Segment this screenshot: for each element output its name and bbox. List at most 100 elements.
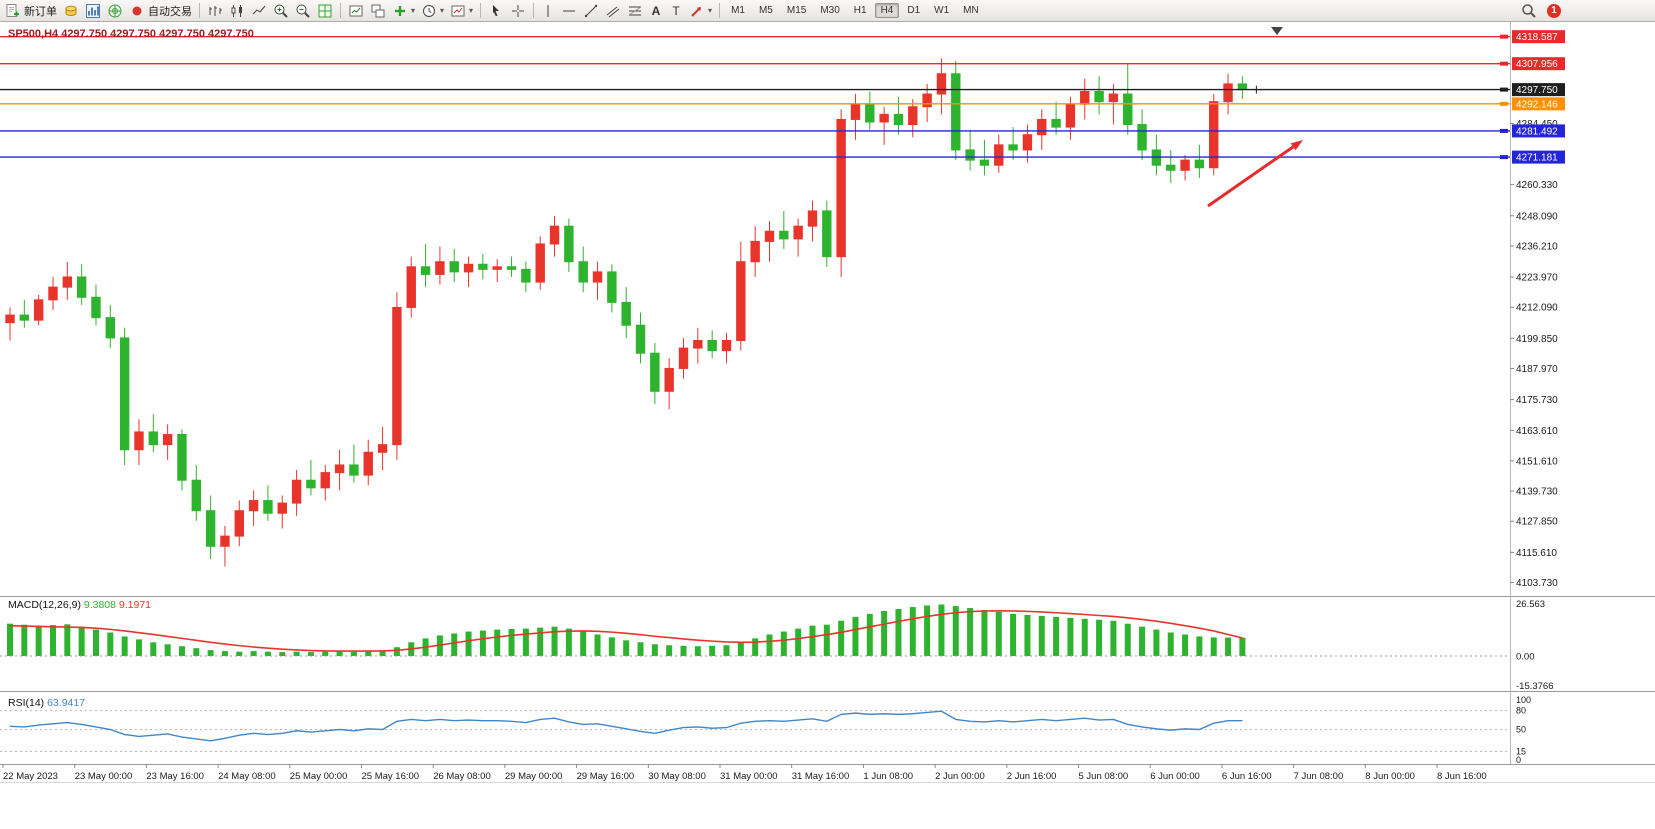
horizontal-line-icon (563, 10, 576, 11)
candle-body (1037, 118, 1047, 136)
candle-body (621, 301, 631, 326)
macd-bar (178, 646, 185, 656)
macd-bar (379, 650, 386, 656)
candle-body (994, 144, 1004, 166)
time-label: 8 Jun 00:00 (1365, 771, 1415, 782)
timeframe-D1[interactable]: D1 (907, 5, 921, 16)
candle-body (850, 103, 861, 120)
macd-bar (580, 631, 587, 656)
horizontal-line-tool-button[interactable] (558, 1, 580, 21)
search-icon[interactable] (1521, 3, 1537, 19)
line-chart-mode-button[interactable] (248, 1, 270, 21)
chart-window-2-button[interactable] (367, 1, 389, 21)
candle-body (693, 339, 703, 349)
candle-body (62, 276, 73, 288)
time-label: 8 Jun 16:00 (1437, 771, 1487, 782)
zoom-in-button[interactable] (270, 1, 292, 21)
macd-bar (1053, 616, 1060, 656)
candlestick-series (5, 58, 1248, 567)
macd-bar (680, 645, 687, 656)
candle-body (1065, 103, 1076, 128)
annotation-arrow-head[interactable] (1290, 140, 1303, 151)
notification-badge[interactable]: 1 (1547, 3, 1561, 18)
crosshair-button[interactable] (507, 1, 529, 21)
timeframe-M15[interactable]: M15 (786, 5, 807, 16)
candle-body (420, 266, 431, 275)
new-order-label: 新订单 (24, 5, 57, 18)
macd-header: MACD(12,26,9) 9.3808 9.1971 (8, 599, 151, 611)
candle-body (435, 261, 445, 275)
candle-chart-mode-button[interactable] (226, 1, 248, 21)
macd-bar (823, 624, 830, 656)
bar-chart-mode-button[interactable] (204, 1, 226, 21)
price-line-handle[interactable] (1500, 155, 1508, 160)
vertical-line-tool-button[interactable] (538, 1, 558, 21)
timeframe-M5[interactable]: M5 (758, 5, 773, 16)
timeframe-H1[interactable]: H1 (853, 5, 867, 16)
timeframe-H4[interactable]: H4 (874, 3, 900, 18)
deposit-button[interactable] (60, 1, 82, 21)
navigator-button[interactable] (104, 1, 126, 21)
time-label: 29 May 16:00 (577, 771, 635, 782)
chart-shift-marker[interactable] (1271, 27, 1283, 35)
candle-body (349, 464, 359, 476)
market-watch-button[interactable] (82, 1, 104, 21)
tile-windows-button[interactable] (314, 1, 336, 21)
new-order-button[interactable]: 新订单 (2, 1, 60, 21)
annotation-arrow[interactable] (1207, 145, 1295, 208)
timeframe-MN[interactable]: MN (963, 5, 979, 16)
template-button[interactable]: ▾ (447, 1, 476, 21)
macd-bar (336, 651, 343, 656)
candle-body (678, 347, 689, 369)
macd-bar (322, 651, 329, 656)
macd-bar (909, 607, 916, 656)
candle-body (893, 113, 904, 126)
add-indicator-icon (395, 5, 405, 16)
timeframe-M30[interactable]: M30 (820, 5, 840, 16)
price-tick-label: 4284.450 (1516, 119, 1558, 130)
candle-body (721, 339, 732, 352)
price-tick-label: 4115.610 (1516, 548, 1557, 559)
text-tool-button[interactable]: A (646, 1, 666, 21)
candle-body (478, 263, 488, 270)
macd-bar (64, 624, 71, 656)
toolbar-separator (533, 3, 535, 18)
fibonacci-tool-button[interactable] (624, 1, 646, 21)
channel-tool-button[interactable] (602, 1, 624, 21)
price-line-handle[interactable] (1500, 61, 1508, 66)
autotrading-button[interactable]: 自动交易 (126, 1, 195, 21)
price-line-handle[interactable] (1500, 34, 1508, 39)
price-line-handle[interactable] (1500, 101, 1508, 106)
trendline-tool-button[interactable] (580, 1, 602, 21)
macd-bar (164, 644, 171, 656)
price-line-handle[interactable] (1500, 128, 1508, 133)
bar-chart-icon (209, 5, 222, 16)
macd-bar (1167, 632, 1174, 656)
candle-body (951, 73, 961, 151)
label-tool-button[interactable]: T (666, 1, 686, 21)
candle-body (91, 296, 101, 319)
macd-bar (207, 650, 214, 656)
trendline-icon (584, 4, 598, 17)
timeframe-M1[interactable]: M1 (731, 5, 745, 16)
add-indicator-button[interactable]: ▾ (389, 1, 418, 21)
arrows-tool-button[interactable]: ▾ (686, 1, 715, 21)
chart-window-1-button[interactable] (345, 1, 367, 21)
zoom-out-button[interactable] (292, 1, 314, 21)
autotrading-label: 自动交易 (148, 5, 192, 18)
macd-bar (866, 613, 873, 656)
price-line-handle[interactable] (1500, 87, 1508, 92)
candle-body (1180, 159, 1190, 171)
price-tick-label: 4223.970 (1516, 273, 1558, 284)
timeframe-W1[interactable]: W1 (934, 5, 950, 16)
macd-bar (35, 625, 42, 656)
cursor-button[interactable] (485, 1, 507, 21)
time-label: 25 May 00:00 (290, 771, 348, 782)
periods-button[interactable]: ▾ (418, 1, 447, 21)
macd-bar (1038, 615, 1045, 656)
candle-body (521, 268, 531, 283)
price-badge-label: 4292.146 (1516, 99, 1558, 110)
chart-canvas[interactable]: 4284.450 4260.330 4248.090 4236.210 4223.970… (0, 22, 1655, 829)
macd-bar (1196, 636, 1203, 656)
candle-body (363, 451, 373, 476)
